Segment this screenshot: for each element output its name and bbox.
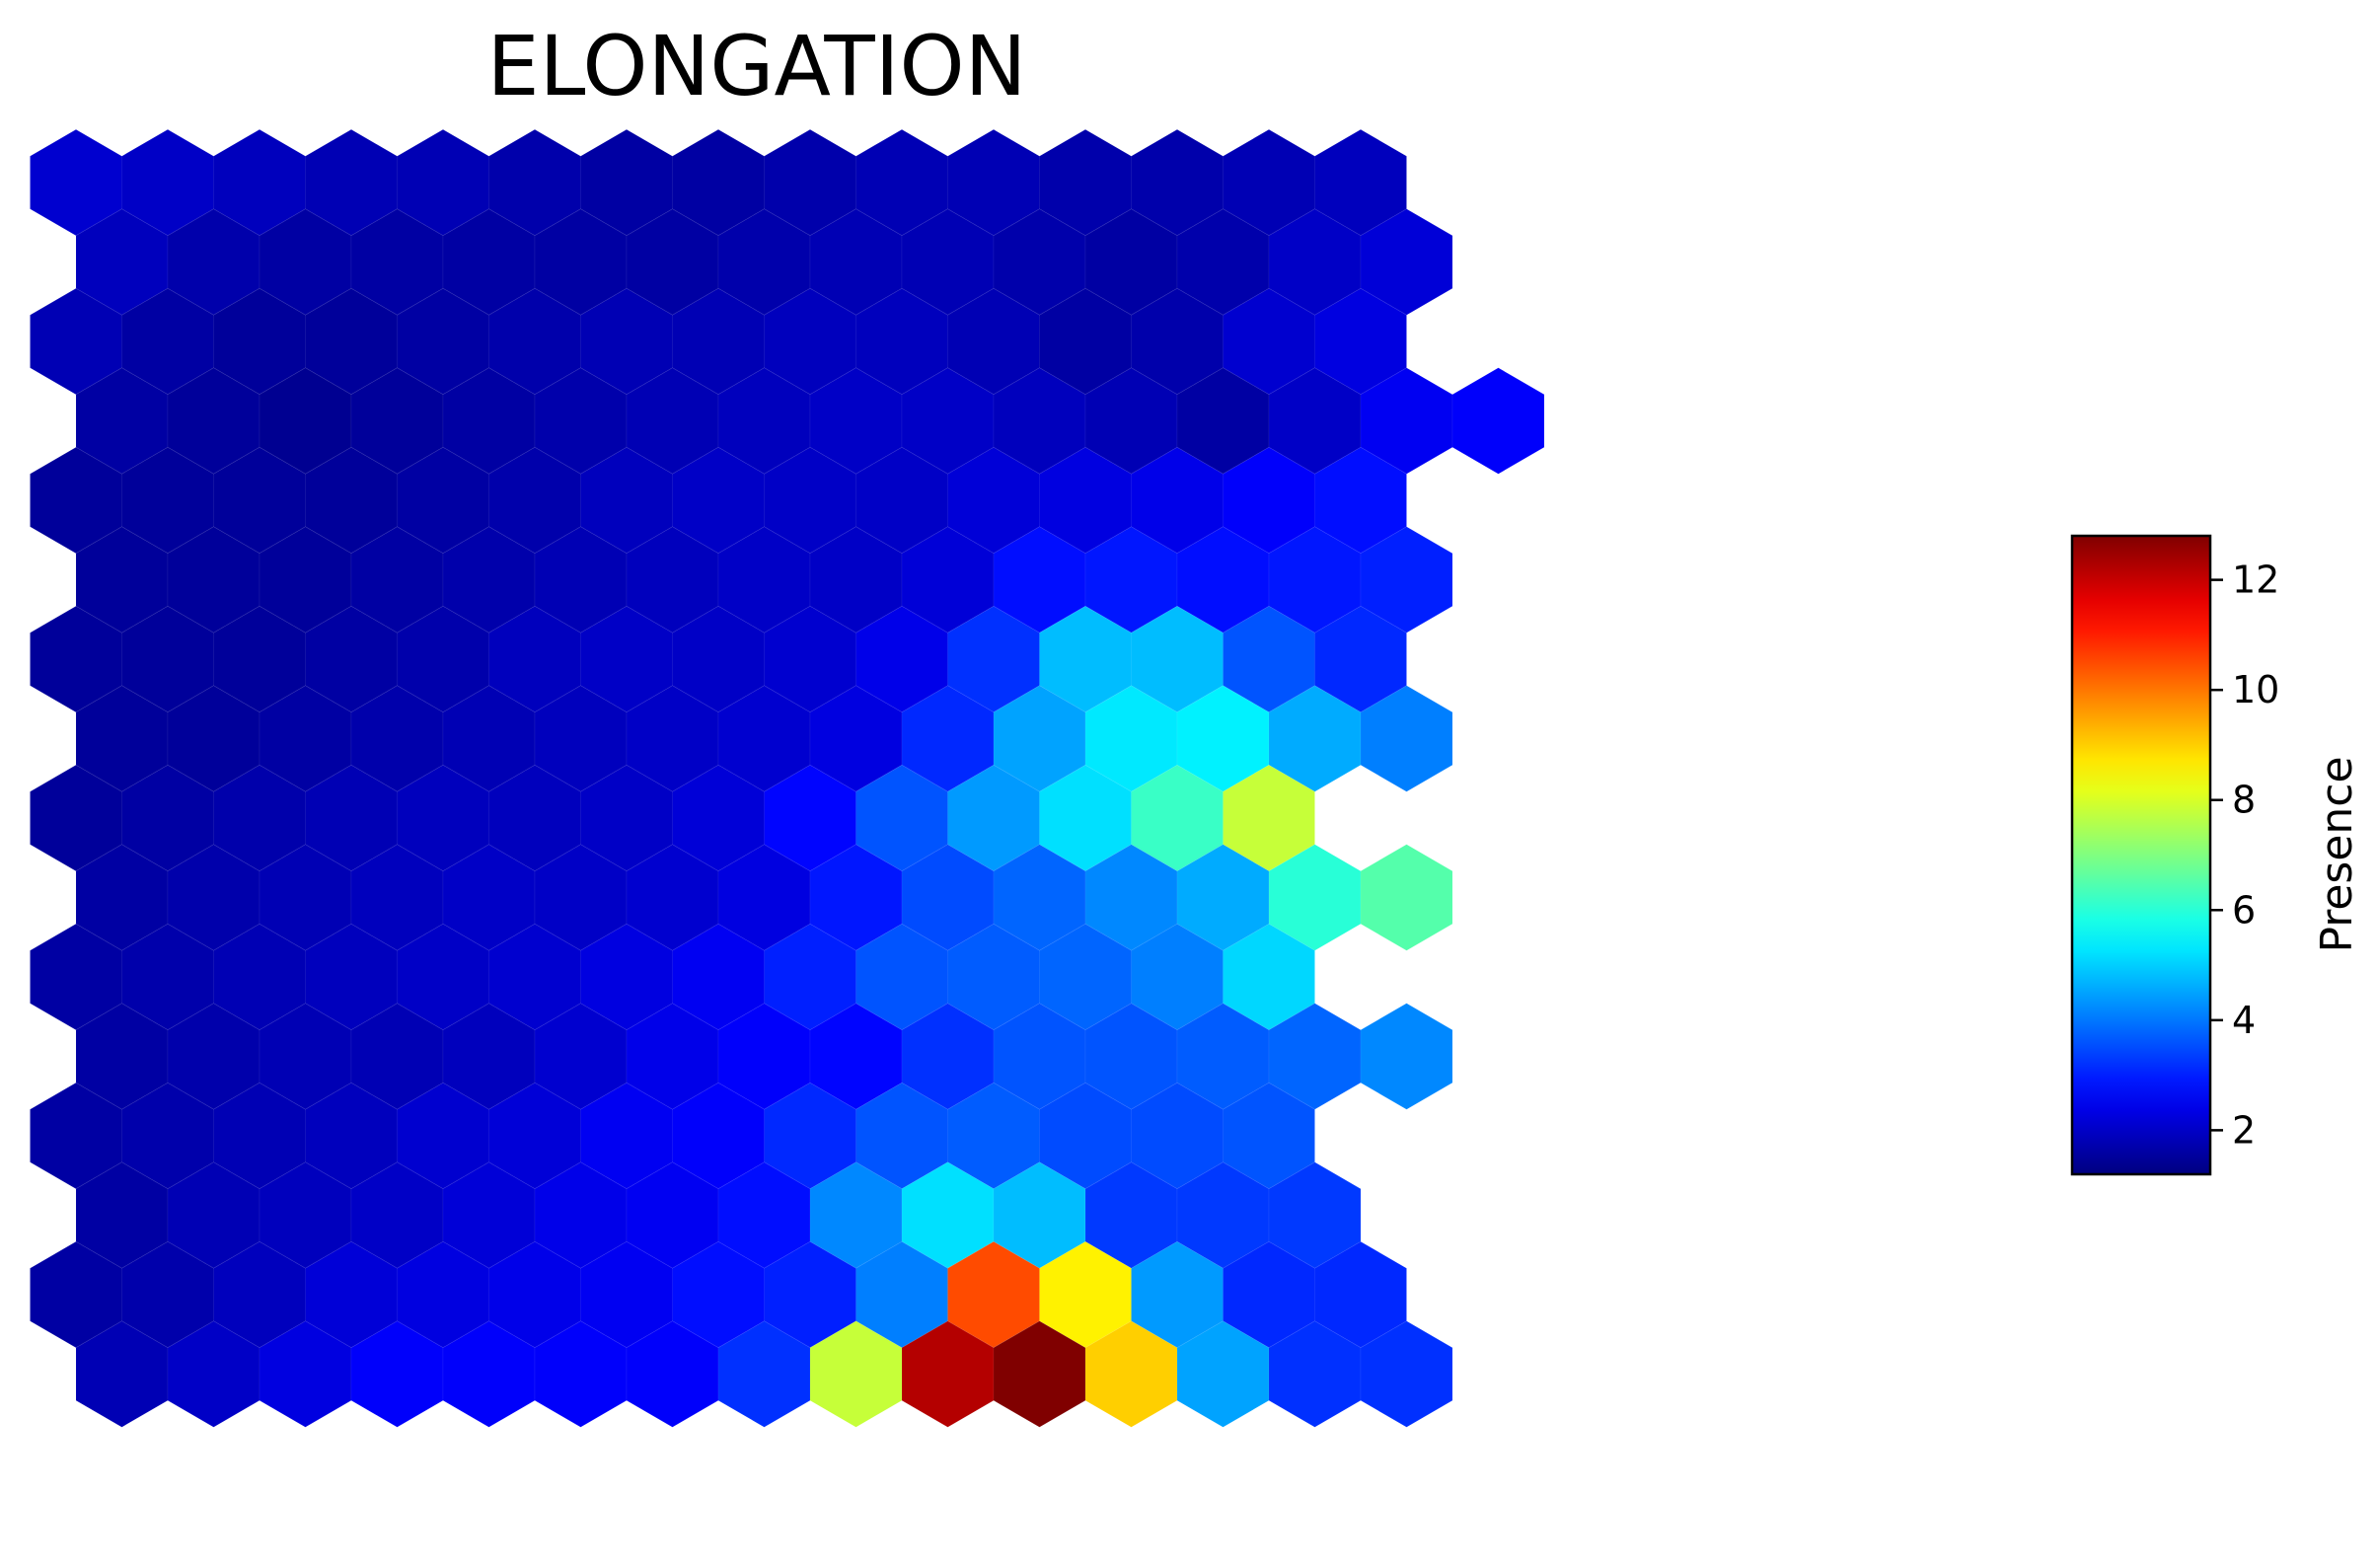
- hex-grid: [30, 128, 1545, 1428]
- hex-cell: [1360, 1320, 1453, 1428]
- colorbar-tick-label: 2: [2232, 1108, 2256, 1152]
- colorbar-tick-label: 4: [2232, 999, 2256, 1042]
- hex-cell: [1360, 844, 1453, 951]
- hex-cell: [1360, 1003, 1453, 1110]
- colorbar-tick-label: 12: [2232, 559, 2279, 602]
- colorbar-ticks: 2 4 6 8 10 12: [2210, 559, 2279, 1152]
- hex-cell: [1360, 685, 1453, 792]
- chart-title: ELONGATION: [487, 18, 1027, 114]
- colorbar-bar: [2070, 534, 2212, 1176]
- colorbar: 2 4 6 8 10 12 Presence: [2070, 534, 2362, 1176]
- colorbar-label: Presence: [2312, 756, 2362, 952]
- colorbar-tick-label: 8: [2232, 779, 2256, 822]
- hex-cell: [1451, 367, 1545, 475]
- colorbar-tick-label: 10: [2232, 668, 2279, 711]
- colorbar-tick-label: 6: [2232, 888, 2256, 932]
